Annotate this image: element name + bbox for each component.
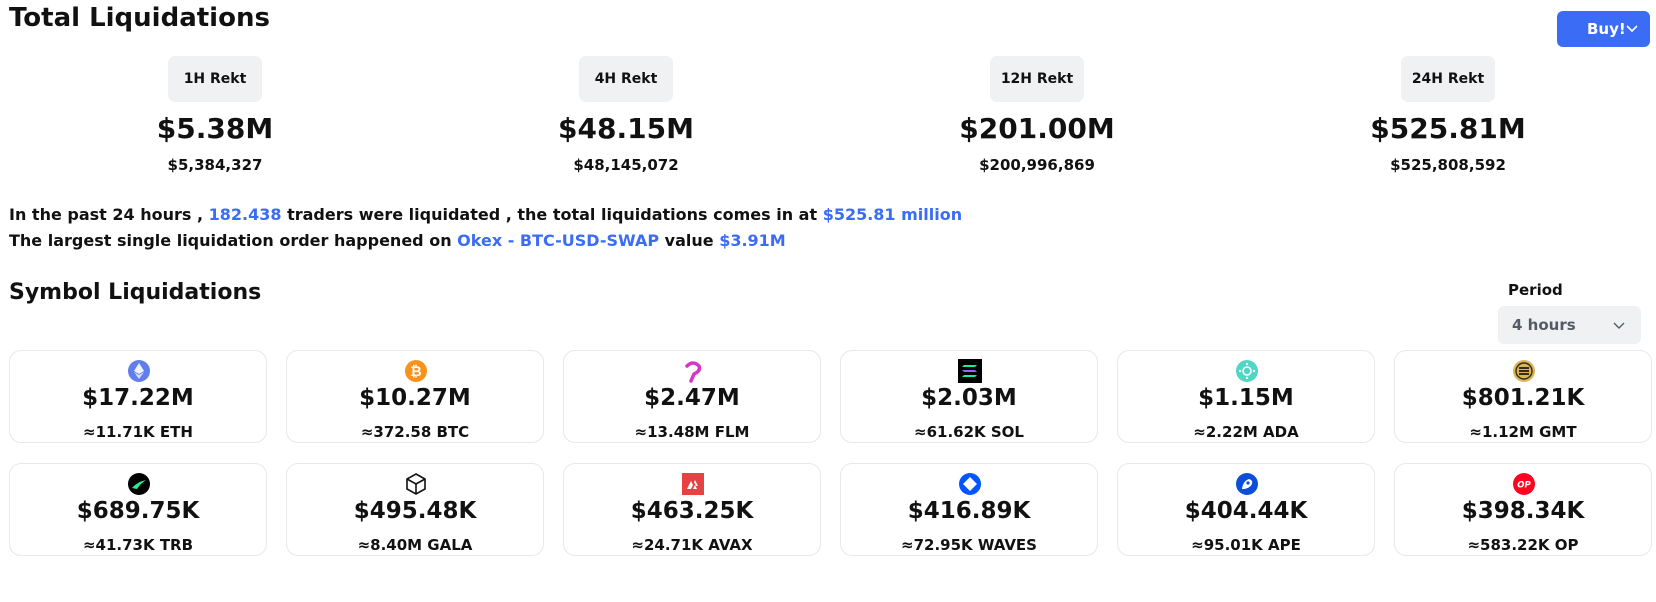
symbol-quantity: ≈1.12M GMT: [1469, 423, 1577, 441]
summary-text: In the past 24 hours ,: [9, 205, 204, 224]
symbol-quantity: ≈95.01K APE: [1191, 536, 1301, 554]
stat-4h: 4H Rekt $48.15M $48,145,072: [506, 56, 746, 174]
buy-button[interactable]: Buy!: [1557, 11, 1650, 47]
symbol-amount: $404.44K: [1184, 498, 1308, 524]
symbol-amount: $398.34K: [1461, 498, 1585, 524]
symbol-card-trb[interactable]: $689.75K ≈41.73K TRB: [9, 463, 267, 556]
stat-24h-value: $525.81M: [1370, 112, 1526, 145]
gmt-icon: [1513, 360, 1535, 382]
symbol-quantity: ≈61.62K SOL: [914, 423, 1024, 441]
symbol-quantity: ≈13.48M FLM: [634, 423, 750, 441]
stat-24h-badge[interactable]: 24H Rekt: [1401, 56, 1495, 102]
stat-12h: 12H Rekt $201.00M $200,996,869: [917, 56, 1157, 174]
stat-12h-exact: $200,996,869: [979, 156, 1095, 174]
chevron-down-icon: [1626, 25, 1638, 33]
waves-icon: [959, 473, 981, 495]
flm-icon: [685, 361, 702, 383]
summary-text: value: [664, 231, 714, 250]
symbol-quantity: ≈2.22M ADA: [1193, 423, 1299, 441]
stat-4h-badge[interactable]: 4H Rekt: [579, 56, 673, 102]
symbol-quantity: ≈372.58 BTC: [360, 423, 470, 441]
symbol-amount: $2.47M: [644, 385, 740, 411]
gala-icon: [406, 473, 426, 495]
page-title: Total Liquidations: [9, 3, 270, 33]
symbol-card-avax[interactable]: $463.25K ≈24.71K AVAX: [563, 463, 821, 556]
buy-button-label: Buy!: [1587, 20, 1626, 38]
symbol-quantity: ≈24.71K AVAX: [631, 536, 753, 554]
svg-text:OP: OP: [1517, 481, 1531, 491]
period-label: Period: [1508, 281, 1563, 299]
trb-icon: [128, 473, 150, 495]
period-select-value: 4 hours: [1512, 316, 1576, 334]
symbol-quantity: ≈41.73K TRB: [82, 536, 194, 554]
stat-24h: 24H Rekt $525.81M $525,808,592: [1328, 56, 1568, 174]
total-liquidations-amount: $525.81 million: [822, 205, 963, 224]
symbol-amount: $1.15M: [1198, 385, 1294, 411]
section-title: Symbol Liquidations: [9, 280, 262, 305]
summary-text: traders were liquidated , the total liqu…: [287, 205, 818, 224]
symbol-quantity: ≈72.95K WAVES: [901, 536, 1037, 554]
traders-count: 182.438: [208, 205, 282, 224]
eth-icon: [128, 360, 150, 382]
summary-line-2: The largest single liquidation order hap…: [9, 228, 962, 254]
avax-icon: [682, 473, 704, 495]
btc-icon: ₿: [405, 360, 427, 382]
stat-1h-exact: $5,384,327: [167, 156, 263, 174]
stat-4h-value: $48.15M: [558, 112, 694, 145]
symbol-card-ape[interactable]: $404.44K ≈95.01K APE: [1117, 463, 1375, 556]
stat-12h-value: $201.00M: [959, 112, 1115, 145]
symbol-card-gala[interactable]: $495.48K ≈8.40M GALA: [286, 463, 544, 556]
stat-24h-exact: $525,808,592: [1390, 156, 1506, 174]
symbol-card-flm[interactable]: $2.47M ≈13.48M FLM: [563, 350, 821, 443]
symbol-amount: $416.89K: [907, 498, 1031, 524]
stat-1h-value: $5.38M: [156, 112, 274, 145]
summary-line-1: In the past 24 hours , 182.438 traders w…: [9, 202, 962, 228]
symbol-amount: $689.75K: [76, 498, 200, 524]
symbol-card-eth[interactable]: $17.22M ≈11.71K ETH: [9, 350, 267, 443]
symbol-card-sol[interactable]: $2.03M ≈61.62K SOL: [840, 350, 1098, 443]
symbol-card-waves[interactable]: $416.89K ≈72.95K WAVES: [840, 463, 1098, 556]
symbol-card-op[interactable]: OP $398.34K ≈583.22K OP: [1394, 463, 1652, 556]
stat-12h-badge[interactable]: 12H Rekt: [990, 56, 1084, 102]
symbol-amount: $463.25K: [630, 498, 754, 524]
symbol-card-btc[interactable]: ₿ $10.27M ≈372.58 BTC: [286, 350, 544, 443]
symbol-amount: $17.22M: [82, 385, 194, 411]
symbol-quantity: ≈8.40M GALA: [357, 536, 473, 554]
symbol-card-ada[interactable]: $1.15M ≈2.22M ADA: [1117, 350, 1375, 443]
chevron-down-icon: [1613, 322, 1625, 329]
symbol-card-gmt[interactable]: $801.21K ≈1.12M GMT: [1394, 350, 1652, 443]
largest-order-value: $3.91M: [719, 231, 786, 250]
symbol-quantity: ≈11.71K ETH: [83, 423, 193, 441]
ada-icon: [1236, 360, 1258, 382]
stat-4h-exact: $48,145,072: [573, 156, 679, 174]
largest-order-exchange-link[interactable]: Okex - BTC-USD-SWAP: [457, 231, 660, 250]
liquidation-summary: In the past 24 hours , 182.438 traders w…: [9, 202, 962, 254]
symbol-amount: $10.27M: [359, 385, 471, 411]
summary-text: The largest single liquidation order hap…: [9, 231, 452, 250]
period-select[interactable]: 4 hours: [1498, 306, 1641, 344]
symbol-amount: $2.03M: [921, 385, 1017, 411]
sol-icon: [958, 359, 982, 383]
stat-1h: 1H Rekt $5.38M $5,384,327: [95, 56, 335, 174]
symbol-amount: $495.48K: [353, 498, 477, 524]
stat-1h-badge[interactable]: 1H Rekt: [168, 56, 262, 102]
symbol-amount: $801.21K: [1461, 385, 1585, 411]
ape-icon: [1236, 473, 1258, 495]
symbol-quantity: ≈583.22K OP: [1467, 536, 1579, 554]
op-icon: OP: [1513, 473, 1535, 495]
svg-text:₿: ₿: [410, 364, 421, 380]
